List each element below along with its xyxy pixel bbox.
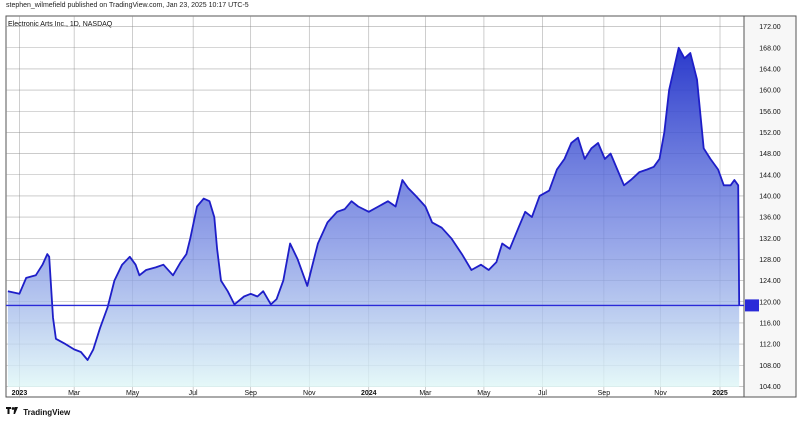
tradingview-logo-icon (6, 407, 18, 417)
x-tick-label: Sep (244, 390, 257, 397)
y-tick-label: 116.00 (760, 320, 781, 327)
x-tick-label: Mar (68, 390, 81, 397)
x-tick-label: May (126, 390, 140, 397)
price-area-fill (7, 47, 740, 388)
x-tick-label: May (477, 390, 491, 397)
y-tick-label: 132.00 (759, 236, 781, 243)
y-tick-label: 108.00 (759, 363, 781, 370)
y-tick-label: 140.00 (759, 193, 781, 200)
price-axis-panel (743, 15, 797, 398)
x-tick-label: 2024 (361, 390, 377, 397)
brand-name: TradingView (23, 408, 71, 417)
y-tick-label: 144.00 (759, 172, 781, 179)
y-tick-label: 128.00 (759, 257, 781, 264)
x-tick-label: 2023 (12, 390, 28, 397)
x-tick-label: Jul (538, 390, 547, 397)
price-line (7, 46, 741, 361)
y-tick-label: 112.00 (760, 342, 781, 349)
x-tick-label: Mar (419, 390, 432, 397)
x-tick-label: Jul (189, 390, 198, 397)
y-tick-label: 136.00 (759, 215, 781, 222)
y-tick-label: 156.00 (759, 109, 781, 116)
footer-brand: TradingView (6, 407, 70, 417)
y-tick-label: 164.00 (759, 66, 781, 73)
y-tick-label: 172.00 (759, 24, 781, 31)
x-tick-label: 2025 (712, 390, 728, 397)
y-tick-label: 104.00 (759, 384, 781, 391)
x-tick-label: Nov (303, 390, 316, 397)
x-tick-label: Nov (654, 390, 667, 397)
chart-title: Electronic Arts Inc., 1D, NASDAQ (8, 21, 113, 28)
y-tick-label: 152.00 (759, 130, 781, 137)
y-tick-label: 160.00 (759, 88, 781, 95)
last-price-marker (745, 299, 759, 312)
y-tick-label: 124.00 (759, 278, 781, 285)
x-tick-label: Sep (598, 390, 611, 397)
y-tick-label: 168.00 (759, 45, 781, 52)
y-tick-label: 148.00 (759, 151, 781, 158)
y-tick-label: 120.00 (759, 299, 781, 306)
published-header: stephen_wilmefield published on TradingV… (6, 2, 249, 9)
